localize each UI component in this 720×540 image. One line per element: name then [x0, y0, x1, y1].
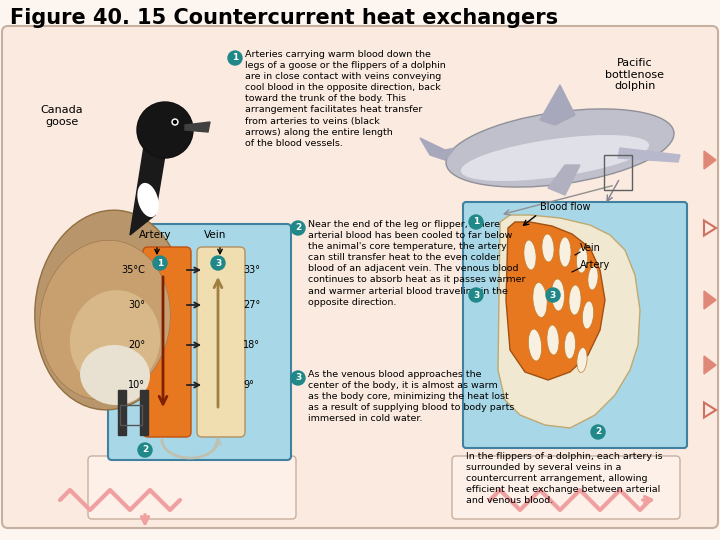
Ellipse shape: [461, 135, 649, 181]
Polygon shape: [185, 122, 210, 132]
Ellipse shape: [559, 237, 571, 267]
Circle shape: [138, 443, 152, 457]
Bar: [118, 390, 126, 435]
Circle shape: [546, 288, 560, 302]
Circle shape: [211, 256, 225, 270]
Circle shape: [591, 425, 605, 439]
Text: Pacific
bottlenose
dolphin: Pacific bottlenose dolphin: [606, 58, 665, 91]
Text: 9°: 9°: [243, 380, 254, 390]
FancyBboxPatch shape: [108, 224, 291, 460]
Circle shape: [174, 120, 176, 124]
Ellipse shape: [528, 329, 541, 361]
Circle shape: [228, 51, 242, 65]
Text: 3: 3: [215, 259, 221, 267]
Text: Vein: Vein: [204, 230, 226, 240]
Text: Vein: Vein: [580, 243, 601, 253]
Text: In the flippers of a dolphin, each artery is
surrounded by several veins in a
co: In the flippers of a dolphin, each arter…: [466, 452, 662, 505]
Circle shape: [291, 221, 305, 235]
Polygon shape: [548, 165, 580, 195]
Text: 1: 1: [232, 53, 238, 63]
Ellipse shape: [569, 285, 581, 315]
Circle shape: [172, 119, 178, 125]
Text: 18°: 18°: [243, 340, 260, 350]
Ellipse shape: [588, 266, 598, 290]
FancyBboxPatch shape: [463, 202, 687, 448]
Text: 10°: 10°: [128, 380, 145, 390]
Ellipse shape: [547, 325, 559, 355]
Text: 3: 3: [550, 291, 556, 300]
Polygon shape: [130, 140, 165, 235]
Text: 1: 1: [473, 218, 479, 226]
FancyBboxPatch shape: [452, 456, 680, 519]
Text: 1: 1: [157, 259, 163, 267]
Polygon shape: [618, 148, 680, 162]
FancyArrow shape: [704, 151, 716, 169]
Text: 2: 2: [595, 428, 601, 436]
Text: 3: 3: [473, 291, 479, 300]
Polygon shape: [420, 138, 455, 160]
Ellipse shape: [446, 109, 674, 187]
Text: As the venous blood approaches the
center of the body, it is almost as warm
as t: As the venous blood approaches the cente…: [308, 370, 514, 423]
Ellipse shape: [582, 301, 593, 329]
Text: 33°: 33°: [243, 265, 260, 275]
Bar: [140, 390, 148, 435]
Circle shape: [469, 215, 483, 229]
Ellipse shape: [533, 282, 547, 318]
Polygon shape: [498, 215, 640, 428]
Text: 27°: 27°: [243, 300, 260, 310]
Text: Artery: Artery: [580, 260, 611, 270]
Text: Blood flow: Blood flow: [540, 202, 590, 212]
Text: 2: 2: [295, 224, 301, 233]
Ellipse shape: [40, 240, 171, 400]
Text: 20°: 20°: [128, 340, 145, 350]
Circle shape: [291, 371, 305, 385]
Ellipse shape: [577, 247, 588, 273]
Text: 30°: 30°: [128, 300, 145, 310]
Ellipse shape: [138, 183, 158, 217]
Text: 2: 2: [142, 446, 148, 455]
Circle shape: [137, 102, 193, 158]
Ellipse shape: [577, 348, 587, 373]
Ellipse shape: [542, 234, 554, 262]
Polygon shape: [540, 85, 575, 125]
Ellipse shape: [564, 331, 575, 359]
Text: Arteries carrying warm blood down the
legs of a goose or the flippers of a dolph: Arteries carrying warm blood down the le…: [245, 50, 446, 148]
FancyBboxPatch shape: [88, 456, 296, 519]
FancyArrow shape: [704, 291, 716, 309]
Ellipse shape: [80, 345, 150, 405]
FancyBboxPatch shape: [197, 247, 245, 437]
Ellipse shape: [524, 240, 536, 270]
Circle shape: [469, 288, 483, 302]
Ellipse shape: [552, 279, 564, 311]
Text: 35°C: 35°C: [121, 265, 145, 275]
Text: Canada
goose: Canada goose: [41, 105, 84, 126]
Ellipse shape: [35, 210, 185, 410]
Circle shape: [153, 256, 167, 270]
FancyArrow shape: [704, 356, 716, 374]
Text: Near the end of the leg or flipper, where
arterial blood has been cooled to far : Near the end of the leg or flipper, wher…: [308, 220, 526, 307]
Ellipse shape: [70, 290, 160, 390]
Bar: [120, 405, 142, 425]
Text: Figure 40. 15 Countercurrent heat exchangers: Figure 40. 15 Countercurrent heat exchan…: [10, 8, 558, 28]
Text: 3: 3: [295, 374, 301, 382]
Bar: [604, 155, 632, 190]
Text: Artery: Artery: [139, 230, 171, 240]
Polygon shape: [506, 222, 605, 380]
FancyBboxPatch shape: [2, 26, 718, 528]
FancyBboxPatch shape: [143, 247, 191, 437]
